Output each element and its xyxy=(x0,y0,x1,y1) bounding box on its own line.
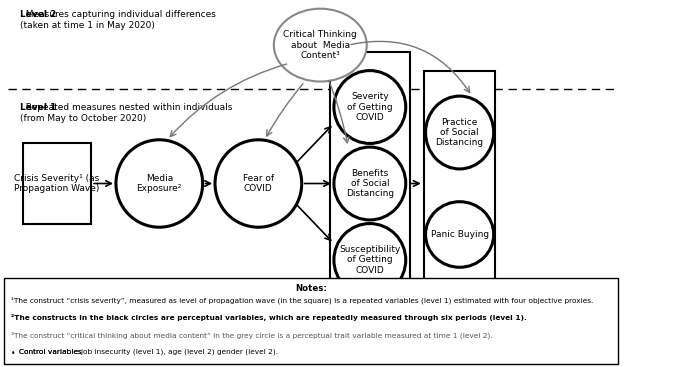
Text: Fear of
COVID: Fear of COVID xyxy=(243,174,274,193)
Ellipse shape xyxy=(334,70,406,143)
Text: Level 2: Level 2 xyxy=(20,11,56,19)
Text: : Measures capturing individual differences
(taken at time 1 in May 2020): : Measures capturing individual differen… xyxy=(20,11,216,30)
Text: Control variables: Control variables xyxy=(0,366,1,367)
Text: Critical Thinking
about  Media
Content³: Critical Thinking about Media Content³ xyxy=(283,30,357,60)
Ellipse shape xyxy=(215,140,302,227)
Text: Notes:: Notes: xyxy=(295,284,327,292)
FancyBboxPatch shape xyxy=(5,278,617,364)
Ellipse shape xyxy=(426,96,494,169)
Ellipse shape xyxy=(116,140,203,227)
Text: Susceptibility
of Getting
COVID: Susceptibility of Getting COVID xyxy=(339,245,400,275)
Text: Media
Exposure²: Media Exposure² xyxy=(137,174,182,193)
Text: Benefits
of Social
Distancing: Benefits of Social Distancing xyxy=(346,168,394,199)
Text: ¹The construct “crisis severity”, measured as level of propagation wave (in the : ¹The construct “crisis severity”, measur… xyxy=(11,297,593,304)
FancyBboxPatch shape xyxy=(330,52,410,315)
Text: Severity
of Getting
COVID: Severity of Getting COVID xyxy=(347,92,393,122)
Ellipse shape xyxy=(274,9,367,81)
Text: ³The construct “critical thinking about media content” in the grey circle is a p: ³The construct “critical thinking about … xyxy=(11,331,492,339)
Text: Practice
of Social
Distancing: Practice of Social Distancing xyxy=(436,117,484,148)
Text: ²The constructs in the black circles are perceptual variables, which are repeate: ²The constructs in the black circles are… xyxy=(11,314,527,321)
Ellipse shape xyxy=(426,202,494,267)
Text: Control variables: Control variables xyxy=(18,349,81,355)
Text: : job insecurity (level 1), age (level 2) gender (level 2).: : job insecurity (level 1), age (level 2… xyxy=(76,349,278,355)
Text: Crisis Severity¹ (as
Propagation Wave): Crisis Severity¹ (as Propagation Wave) xyxy=(14,174,100,193)
FancyBboxPatch shape xyxy=(424,70,495,297)
Text: •: • xyxy=(11,349,18,358)
Text: Control variables: Control variables xyxy=(18,349,81,355)
Ellipse shape xyxy=(334,224,406,297)
FancyBboxPatch shape xyxy=(23,143,91,224)
Text: Level 1: Level 1 xyxy=(20,103,56,112)
Ellipse shape xyxy=(334,147,406,220)
Text: : Repeated measures nested within individuals
(from May to October 2020): : Repeated measures nested within indivi… xyxy=(20,103,232,123)
Text: Panic Buying: Panic Buying xyxy=(430,230,488,239)
